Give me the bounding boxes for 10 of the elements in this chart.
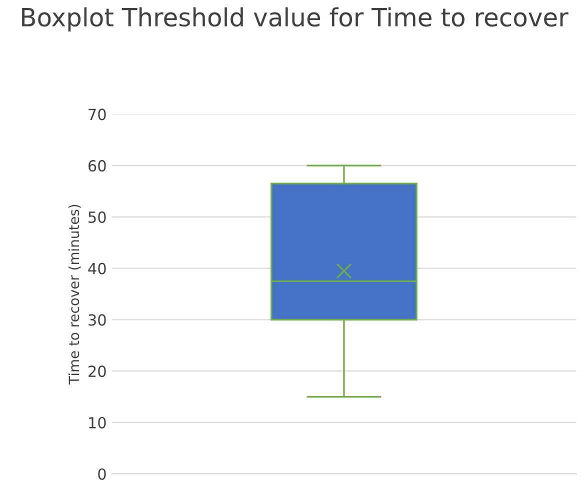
y-tick-label: 30 [88, 314, 106, 326]
y-axis-title: Time to recover (minutes) [68, 204, 81, 384]
y-tick-label: 50 [88, 211, 106, 223]
y-tick-label: 70 [88, 108, 106, 120]
y-tick-label: 0 [98, 468, 106, 480]
y-tick-label: 10 [89, 416, 106, 428]
chart-title: Boxplot Threshold value for Time to recover [22, 7, 568, 32]
y-tick-label: 20 [88, 366, 106, 378]
y-tick-label: 60 [88, 160, 106, 172]
y-tick-label: 40 [88, 262, 106, 274]
